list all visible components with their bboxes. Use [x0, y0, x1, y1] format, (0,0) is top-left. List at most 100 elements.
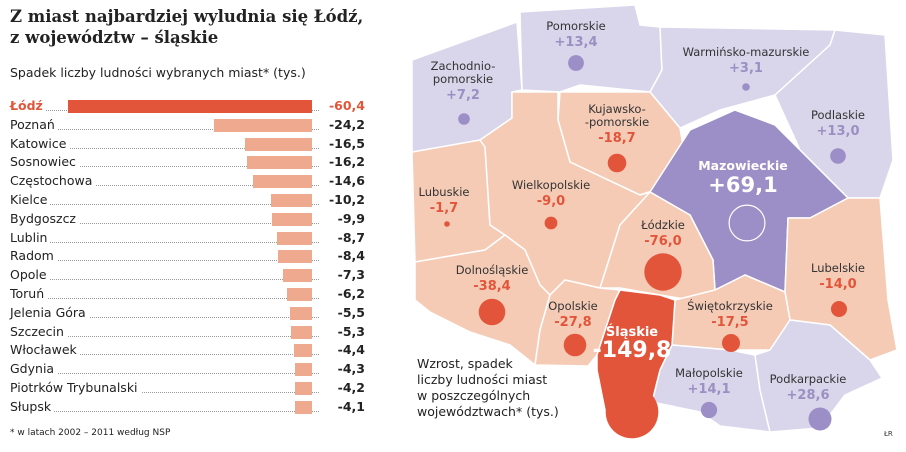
credit: ŁR	[884, 430, 893, 438]
region-name: Podkarpackie	[770, 372, 847, 386]
bar-row: Kielce -10,2	[10, 191, 365, 209]
legend-line: Wzrost, spadek	[417, 356, 513, 371]
region-łódzkie	[599, 191, 716, 301]
value-label: -5,3	[337, 323, 365, 339]
city-label: Katowice	[10, 134, 70, 153]
city-label: Lublin	[10, 228, 51, 247]
region-name: Podlaskie	[811, 108, 865, 122]
region-name: Mazowieckie	[698, 158, 788, 173]
region-name: Kujawsko-	[588, 102, 646, 116]
leader-dots	[10, 316, 319, 318]
bar	[246, 156, 312, 170]
bar	[294, 363, 312, 377]
leader-dots	[10, 279, 319, 281]
value-label: -4,3	[337, 361, 365, 377]
region-name: Śląskie	[606, 324, 658, 340]
value-circle	[808, 407, 832, 431]
region-value: +69,1	[708, 173, 777, 197]
bar-row: Szczecin -5,3	[10, 322, 365, 341]
title-line-2: z województw – śląskie	[10, 28, 219, 47]
city-label: Kielce	[10, 191, 51, 209]
bar-row: Toruń -6,2	[10, 285, 365, 303]
value-label: -8,7	[337, 229, 365, 245]
value-label: -60,4	[328, 98, 365, 113]
leader-dots	[10, 204, 319, 205]
region-shape	[754, 319, 883, 433]
city-label: Szczecin	[10, 322, 67, 341]
footnote: * w latach 2002 – 2011 według NSP	[10, 428, 171, 438]
city-label: Częstochowa	[10, 172, 96, 191]
region-name: pomorskie	[433, 72, 493, 86]
city-label: Piotrków Trybunalski	[10, 379, 141, 397]
value-circle	[728, 204, 766, 242]
bar-row: Opole -7,3	[10, 266, 365, 285]
bar	[286, 288, 312, 301]
region-value: -14,0	[819, 277, 856, 292]
bar	[270, 194, 312, 207]
bar	[295, 382, 312, 395]
leader-dots	[10, 335, 319, 337]
region-value: -18,7	[598, 131, 635, 146]
region-name: Lubelskie	[811, 261, 865, 275]
value-circle	[458, 113, 470, 125]
bar-chart-title: Spadek liczby ludności wybranych miast* …	[10, 65, 306, 80]
region-value: +3,1	[729, 61, 763, 76]
city-label: Poznań	[10, 115, 58, 134]
region-value: +13,4	[555, 35, 598, 50]
bar	[253, 175, 312, 189]
bar	[278, 250, 312, 264]
leader-dots	[10, 260, 319, 262]
region-value: -9,0	[537, 194, 565, 209]
city-label: Jelenia Góra	[10, 303, 89, 322]
value-circle	[605, 385, 659, 439]
region-value: +13,0	[817, 124, 860, 139]
city-label: Gdynia	[10, 360, 58, 379]
bar-row: Jelenia Góra -5,5	[10, 303, 365, 322]
bar	[295, 400, 312, 414]
region-shape	[599, 191, 716, 301]
bar-row: Włocławek -4,4	[10, 341, 365, 360]
region-value: +28,6	[787, 388, 830, 403]
value-label: -16,5	[328, 135, 365, 151]
title-line-1: Z miast najbardziej wyludnia się Łódź,	[10, 7, 364, 26]
city-label: Opole	[10, 266, 50, 285]
bar	[282, 269, 312, 283]
bar	[289, 306, 312, 320]
leader-dots	[10, 410, 319, 412]
bar	[294, 344, 312, 358]
city-label: Bydgoszcz	[10, 209, 79, 228]
value-label: -16,2	[328, 154, 365, 170]
map-legend: Wzrost, spadek liczby ludności miast w pos…	[417, 356, 559, 420]
leader-dots	[10, 392, 319, 393]
leader-dots	[10, 128, 319, 130]
region-name: Dolnośląskie	[456, 263, 529, 277]
value-label: -4,1	[337, 398, 365, 414]
bar-row: Katowice -16,5	[10, 134, 365, 153]
legend-line: w poszczególnych	[417, 388, 531, 403]
city-label: Sosnowiec	[10, 153, 79, 172]
legend-line: województwach* (tys.)	[417, 404, 559, 419]
bar	[290, 325, 312, 339]
value-circle	[722, 334, 740, 352]
value-label: -9,9	[337, 210, 365, 226]
bar-row: Słupsk -4,1	[10, 397, 365, 416]
value-circle	[831, 301, 847, 317]
value-label: -4,2	[337, 380, 365, 395]
bar	[68, 100, 312, 113]
bar-row: Lublin -8,7	[10, 228, 365, 247]
region-name: Opolskie	[548, 299, 598, 313]
value-circle	[607, 153, 627, 173]
city-label: Łódź	[10, 97, 46, 115]
value-label: -5,5	[337, 304, 365, 320]
leader-dots	[10, 298, 319, 299]
region-name: Zachodnio-	[431, 59, 496, 73]
value-label: -10,2	[328, 192, 365, 207]
leader-dots	[10, 185, 319, 187]
bar-row: Częstochowa -14,6	[10, 172, 365, 191]
region-value: +7,2	[446, 88, 480, 103]
legend-line: liczby ludności miast	[417, 372, 548, 387]
city-label: Toruń	[10, 285, 48, 303]
city-label: Radom	[10, 247, 57, 266]
